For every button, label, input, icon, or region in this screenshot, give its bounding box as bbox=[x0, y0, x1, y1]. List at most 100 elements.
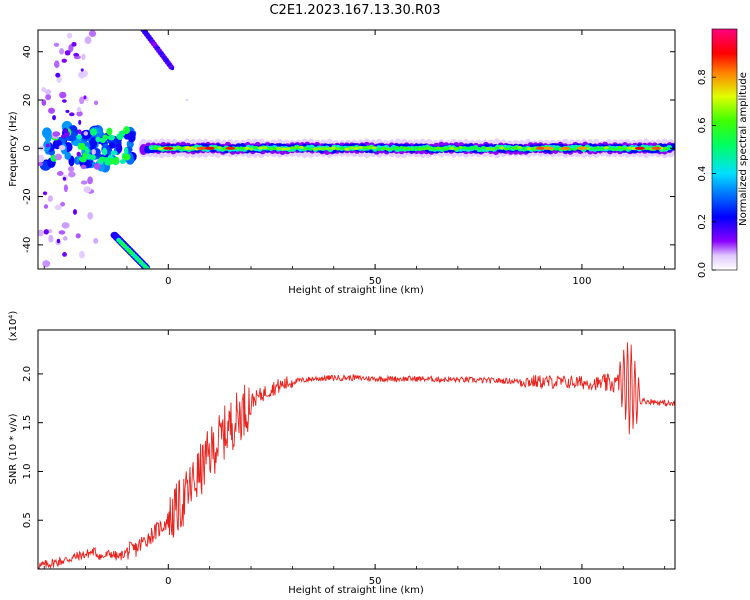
heatmap-cell bbox=[472, 146, 477, 149]
heatmap-cell bbox=[185, 99, 188, 101]
heatmap-cell bbox=[63, 236, 68, 241]
heatmap-cell bbox=[176, 146, 181, 149]
heatmap-cell bbox=[205, 147, 215, 150]
heatmap-cell bbox=[79, 251, 85, 259]
heatmap-cell bbox=[123, 154, 130, 161]
heatmap-cell bbox=[158, 147, 163, 150]
heatmap-cell bbox=[83, 95, 86, 99]
heatmap-cell bbox=[67, 33, 72, 39]
heatmap-cell bbox=[116, 133, 123, 140]
heatmap-cell bbox=[165, 59, 168, 62]
heatmap-cell bbox=[531, 147, 536, 150]
heatmap-cell bbox=[349, 146, 354, 149]
heatmap-cell bbox=[454, 147, 459, 150]
heatmap-cell bbox=[326, 147, 331, 150]
heatmap-cell bbox=[83, 70, 87, 77]
heatmap-cell bbox=[87, 212, 93, 220]
heatmap-cell bbox=[54, 60, 60, 68]
heatmap-cell bbox=[81, 180, 88, 184]
spectrogram-ytick-label: -20 bbox=[22, 188, 33, 204]
snr-ylabel: SNR (10 * v/v) bbox=[8, 413, 19, 484]
heatmap-cell bbox=[62, 99, 67, 102]
snr-ytick-label: 1.0 bbox=[22, 463, 33, 479]
colorbar-tick-label: 0.6 bbox=[697, 117, 708, 133]
heatmap-cell bbox=[64, 133, 68, 137]
heatmap-cell bbox=[62, 252, 67, 257]
heatmap-cell bbox=[404, 147, 409, 150]
heatmap-cell bbox=[508, 147, 513, 150]
heatmap-cell bbox=[102, 148, 107, 156]
heatmap-cell bbox=[490, 148, 495, 151]
heatmap-cell bbox=[162, 55, 165, 58]
heatmap-cell bbox=[299, 146, 304, 149]
heatmap-cell bbox=[363, 146, 368, 149]
heatmap-cell bbox=[358, 146, 363, 149]
heatmap-cell bbox=[408, 147, 413, 150]
spectrogram-ytick-label: 40 bbox=[22, 45, 33, 58]
heatmap-cell bbox=[46, 143, 50, 147]
snr-xtick-label: 0 bbox=[165, 576, 171, 587]
heatmap-cell bbox=[504, 147, 509, 150]
heatmap-cell bbox=[52, 115, 56, 120]
heatmap-cell bbox=[240, 147, 245, 150]
colorbar-tick-label: 0.8 bbox=[697, 69, 708, 85]
spectrogram-xtick-label: 100 bbox=[572, 276, 591, 287]
heatmap-cell bbox=[52, 131, 60, 136]
heatmap-cell bbox=[426, 146, 431, 149]
heatmap-cell bbox=[109, 142, 116, 148]
heatmap-cell bbox=[78, 120, 81, 125]
heatmap-cell bbox=[71, 42, 76, 47]
heatmap-cell bbox=[65, 110, 69, 113]
heatmap-cell bbox=[41, 87, 46, 92]
heatmap-cell bbox=[285, 147, 290, 150]
heatmap-cell bbox=[467, 147, 472, 150]
heatmap-cell bbox=[91, 149, 96, 155]
heatmap-cell bbox=[267, 147, 272, 150]
heatmap-cell bbox=[106, 128, 112, 136]
heatmap-cell bbox=[104, 158, 111, 165]
heatmap-cell bbox=[281, 147, 286, 150]
heatmap-cell bbox=[114, 157, 119, 165]
heatmap-cell bbox=[604, 146, 609, 149]
heatmap-cell bbox=[417, 147, 422, 150]
heatmap-cell bbox=[476, 147, 481, 150]
heatmap-cell bbox=[90, 154, 96, 160]
heatmap-cell bbox=[59, 145, 66, 150]
heatmap-cell bbox=[48, 108, 55, 114]
heatmap-cell bbox=[79, 143, 85, 150]
heatmap-cell bbox=[69, 112, 75, 116]
heatmap-cell bbox=[85, 36, 92, 44]
heatmap-cell bbox=[617, 146, 622, 149]
heatmap-cell bbox=[64, 128, 69, 133]
heatmap-cell bbox=[123, 126, 130, 134]
heatmap-cell bbox=[272, 147, 277, 150]
heatmap-cell bbox=[44, 204, 48, 209]
heatmap-cell bbox=[263, 146, 268, 149]
heatmap-cell bbox=[94, 163, 101, 170]
heatmap-cell bbox=[85, 148, 89, 153]
heatmap-cell bbox=[62, 222, 70, 229]
heatmap-cell bbox=[308, 147, 313, 150]
heatmap-cell bbox=[108, 135, 115, 141]
heatmap-cell bbox=[526, 147, 531, 150]
heatmap-cell bbox=[249, 148, 254, 151]
heatmap-cell bbox=[225, 147, 235, 150]
colorbar-label: Normalized spectral amplitude bbox=[738, 72, 749, 226]
colorbar-tick-label: 0.4 bbox=[697, 166, 708, 182]
heatmap-cell bbox=[79, 157, 85, 162]
heatmap-cell bbox=[304, 147, 309, 150]
heatmap-cell bbox=[68, 171, 76, 177]
spectrogram-xtick-label: 0 bbox=[165, 276, 171, 287]
heatmap-cell bbox=[59, 230, 66, 234]
heatmap-cell bbox=[317, 147, 322, 150]
spectrogram-panel: 0 50 100-40-2002040 Height of straight lin… bbox=[8, 28, 676, 297]
heatmap-cell bbox=[395, 146, 400, 149]
heatmap-cell bbox=[572, 148, 577, 151]
heatmap-cell bbox=[77, 152, 81, 157]
heatmap-cell bbox=[635, 147, 645, 150]
heatmap-cell bbox=[372, 146, 377, 149]
heatmap-cell bbox=[390, 147, 395, 150]
snr-y-unit: (x10⁴) bbox=[8, 311, 19, 342]
heatmap-cell bbox=[322, 147, 327, 150]
